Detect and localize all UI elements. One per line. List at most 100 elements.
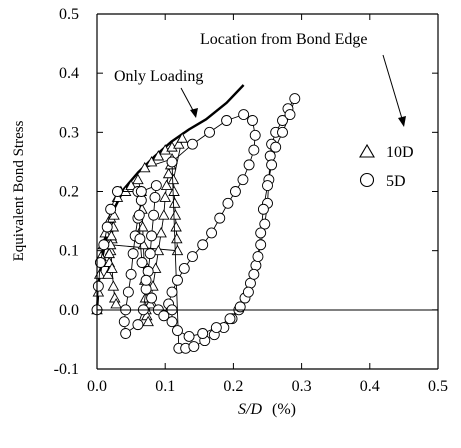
data-point-triangle [144, 297, 156, 309]
data-point-triangle [155, 226, 167, 238]
legend-label-10d: 10D [386, 144, 414, 161]
data-point-circle [92, 280, 104, 292]
data-point-circle [221, 115, 233, 126]
data-point-triangle [106, 262, 118, 273]
data-point-circle [140, 274, 152, 286]
data-point-circle [146, 292, 158, 304]
x-tick-label: 0.2 [223, 378, 243, 395]
data-point-triangle [136, 221, 149, 232]
data-point-triangle [142, 315, 154, 327]
data-point-triangle [110, 297, 122, 309]
data-point-circle [197, 328, 209, 339]
data-point-circle [125, 268, 137, 280]
data-point-circle [197, 239, 209, 251]
y-tick-label: 0.4 [59, 65, 79, 82]
data-point-triangle [152, 244, 165, 256]
x-tick-label: 0.1 [155, 378, 175, 395]
annotation-only-loading-arrowhead [190, 108, 198, 118]
data-point-triangle [102, 268, 114, 279]
data-point-circle [266, 159, 278, 171]
data-point-circle [133, 209, 145, 221]
data-point-circle [289, 93, 301, 105]
data-point-circle [214, 212, 226, 224]
data-point-triangle [105, 229, 118, 241]
data-point-circle [127, 248, 139, 260]
data-point-circle [277, 126, 288, 138]
data-point-circle [158, 310, 170, 322]
data-point-circle [270, 141, 282, 153]
data-point-circle [222, 197, 234, 209]
data-point-circle [259, 218, 271, 230]
data-point-circle [132, 319, 144, 331]
legend-label-5d: 5D [386, 173, 406, 190]
data-point-triangle [171, 232, 183, 244]
data-point-triangle [167, 173, 180, 185]
data-point-triangle [168, 185, 180, 196]
data-point-triangle [169, 209, 182, 220]
annotation-location-arrow [382, 54, 404, 123]
data-point-circle [148, 209, 160, 221]
data-point-circle [105, 203, 117, 215]
data-point-circle [249, 129, 261, 141]
data-point-circle [150, 180, 162, 192]
data-point-circle [255, 239, 267, 251]
data-point-triangle [125, 179, 137, 191]
data-point-triangle [107, 280, 120, 291]
y-tick-label: -0.1 [54, 361, 79, 378]
data-point-circle [166, 286, 178, 298]
data-point-circle [224, 313, 236, 325]
data-point-circle [262, 180, 273, 192]
data-point-circle [243, 159, 255, 171]
data-point-triangle [145, 155, 158, 167]
data-point-circle [146, 230, 158, 242]
data-point-circle [166, 316, 178, 328]
data-point-circle [122, 286, 134, 298]
data-point-circle [204, 126, 215, 138]
data-point-circle [172, 325, 183, 336]
y-tick-label: 0.1 [59, 243, 79, 260]
data-point-triangle [152, 150, 165, 161]
data-point-circle [135, 186, 147, 197]
data-point-circle [264, 150, 276, 162]
x-tick-label: 0.3 [292, 378, 312, 395]
data-point-circle [250, 260, 262, 271]
data-point-triangle [162, 167, 175, 179]
data-point-circle [242, 286, 254, 298]
data-point-triangle [158, 209, 170, 220]
data-point-circle [118, 316, 130, 328]
data-point-circle [234, 301, 246, 313]
data-point-circle [112, 186, 123, 197]
legend: 10D 5D [359, 143, 414, 190]
data-point-triangle [138, 161, 151, 173]
data-point-circle [247, 115, 258, 126]
data-point-circle [149, 191, 161, 203]
data-point-triangle [160, 179, 173, 191]
data-point-triangle [103, 247, 116, 259]
data-point-circle [210, 322, 222, 334]
x-axis-label-var: S/D [238, 401, 262, 418]
data-point-circle [277, 115, 288, 126]
data-point-circle [248, 268, 260, 280]
y-axis-label: Equivalent Bond Stress [11, 120, 27, 261]
data-point-triangle [108, 209, 120, 220]
data-point-circle [188, 341, 200, 352]
annotation-location-arrowhead [398, 116, 406, 127]
data-point-triangle [159, 191, 171, 202]
y-tick-label: 0.3 [59, 124, 79, 141]
data-point-circle [257, 203, 269, 215]
x-axis-label-unit: (%) [272, 401, 296, 418]
data-point-circle [238, 109, 250, 121]
data-point-triangle [170, 221, 182, 232]
data-point-circle [255, 227, 267, 239]
data-point-circle [248, 144, 260, 156]
data-point-circle [136, 257, 148, 268]
data-point-circle [178, 262, 190, 274]
y-tick-label: 0.2 [59, 184, 79, 201]
data-point-triangle [173, 138, 185, 149]
data-point-circle [229, 186, 241, 197]
x-tick-label: 0.4 [360, 378, 380, 395]
data-point-circle [166, 156, 178, 168]
x-tick-label: 0.5 [428, 378, 448, 395]
data-point-circle [134, 233, 146, 245]
